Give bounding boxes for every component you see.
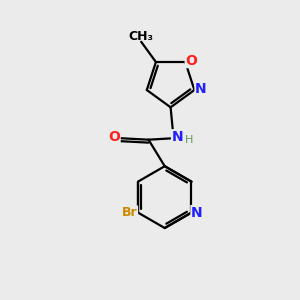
Text: Br: Br	[122, 206, 137, 219]
Text: H: H	[185, 135, 193, 145]
Text: N: N	[191, 206, 202, 220]
Text: N: N	[195, 82, 207, 95]
Text: CH₃: CH₃	[129, 30, 154, 43]
Text: O: O	[108, 130, 120, 144]
Text: O: O	[185, 54, 197, 68]
Text: N: N	[172, 130, 183, 144]
